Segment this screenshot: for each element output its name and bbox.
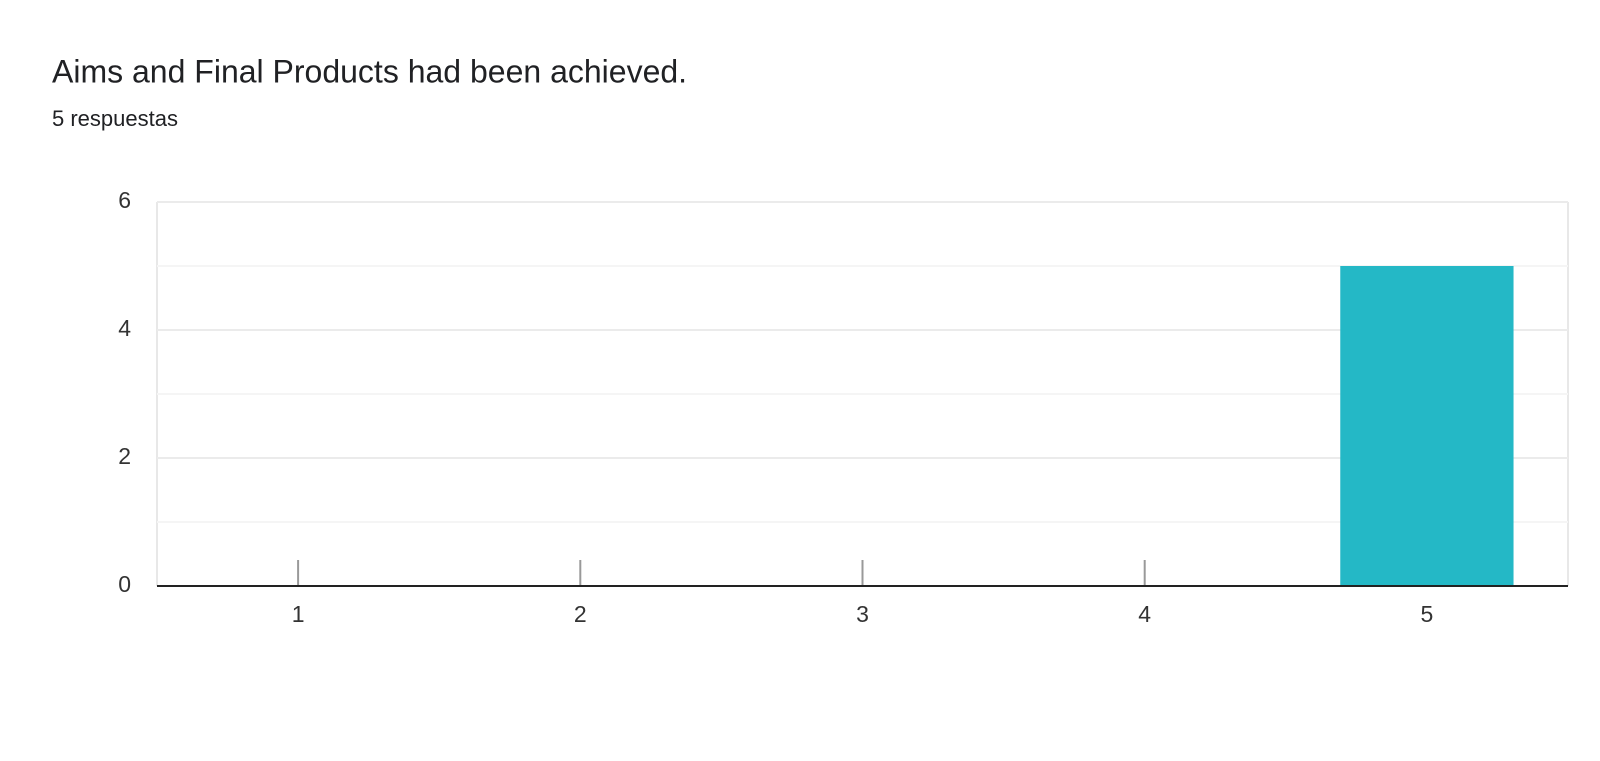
x-tick-label: 4 [1138,601,1151,627]
x-tick-label: 2 [574,601,587,627]
x-tick-label: 5 [1421,601,1434,627]
chart-subtitle: 5 respuestas [52,106,178,131]
x-tick-label: 1 [292,601,305,627]
x-tick-label: 3 [856,601,869,627]
y-tick-label: 6 [118,187,131,213]
chart-title: Aims and Final Products had been achieve… [52,53,687,89]
bar [1340,266,1514,586]
y-tick-label: 0 [118,571,131,597]
y-tick-label: 4 [118,315,131,341]
y-tick-label: 2 [118,443,131,469]
